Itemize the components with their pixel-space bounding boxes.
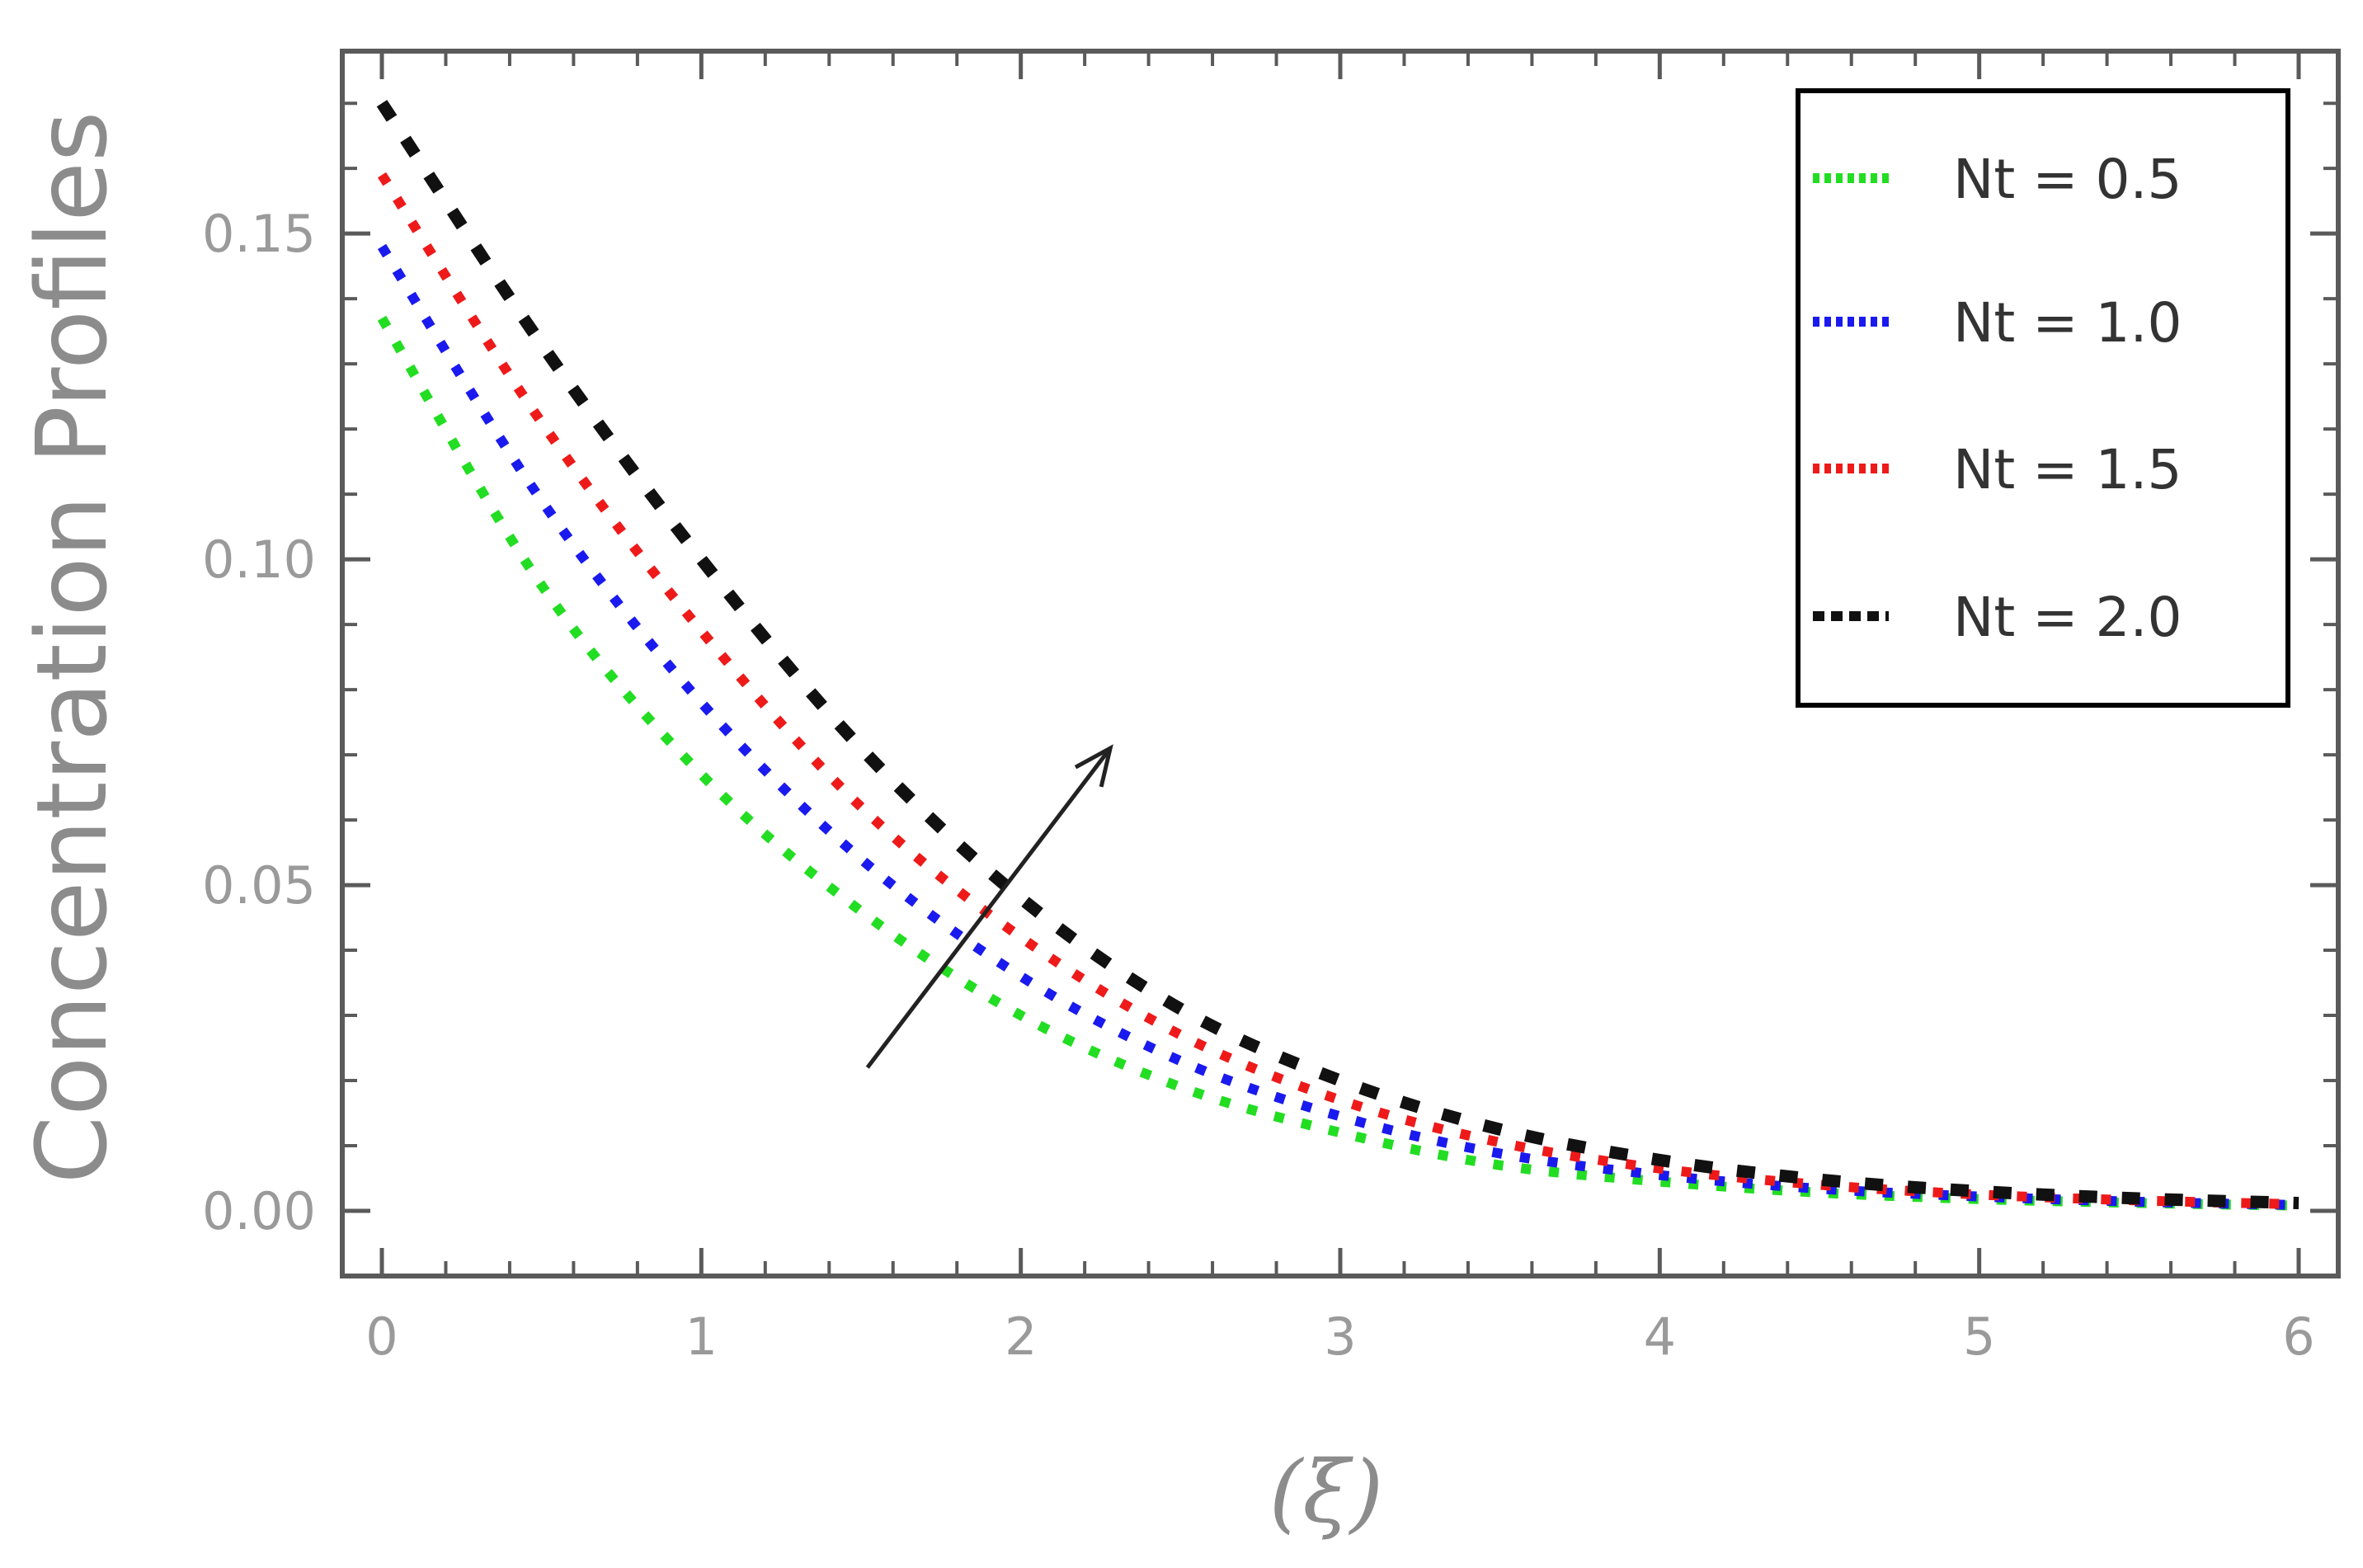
x-tick-label: 1 — [685, 1307, 718, 1367]
y-ticks-group: 0.00 0.05 0.10 0.15 — [202, 101, 2338, 1241]
y-axis-title: Concentration Profiles — [15, 111, 129, 1184]
legend-label-3: Nt = 1.5 — [1953, 438, 2182, 501]
legend: Nt = 0.5 Nt = 1.0 Nt = 1.5 Nt = 2.0 — [1796, 88, 2290, 708]
legend-label-2: Nt = 1.0 — [1953, 291, 2182, 355]
x-ticks-group: 0 1 2 3 4 5 6 — [365, 51, 2315, 1367]
x-tick-label: 5 — [1963, 1307, 1995, 1367]
series-group — [376, 100, 2299, 1211]
x-tick-label: 4 — [1644, 1307, 1676, 1367]
legend-box — [1796, 88, 2290, 708]
x-tick-label: 6 — [2282, 1307, 2314, 1367]
legend-label-4: Nt = 2.0 — [1953, 586, 2182, 649]
trend-arrow-head — [1074, 744, 1113, 788]
y-tick-label: 0.00 — [202, 1181, 316, 1241]
y-tick-label: 0.05 — [202, 855, 316, 916]
series-line-1 — [377, 315, 2299, 1211]
x-tick-label: 2 — [1005, 1307, 1037, 1367]
trend-arrow-shaft — [865, 746, 1113, 1069]
x-tick-label: 0 — [365, 1307, 398, 1367]
y-tick-label: 0.10 — [202, 530, 316, 590]
x-axis-title: (ξ) — [1269, 1442, 1383, 1542]
legend-label-1: Nt = 0.5 — [1953, 148, 2182, 211]
x-tick-label: 3 — [1324, 1307, 1356, 1367]
annotation-group — [865, 744, 1113, 1069]
y-tick-label: 0.15 — [202, 204, 316, 264]
series-line-4 — [376, 100, 2299, 1209]
